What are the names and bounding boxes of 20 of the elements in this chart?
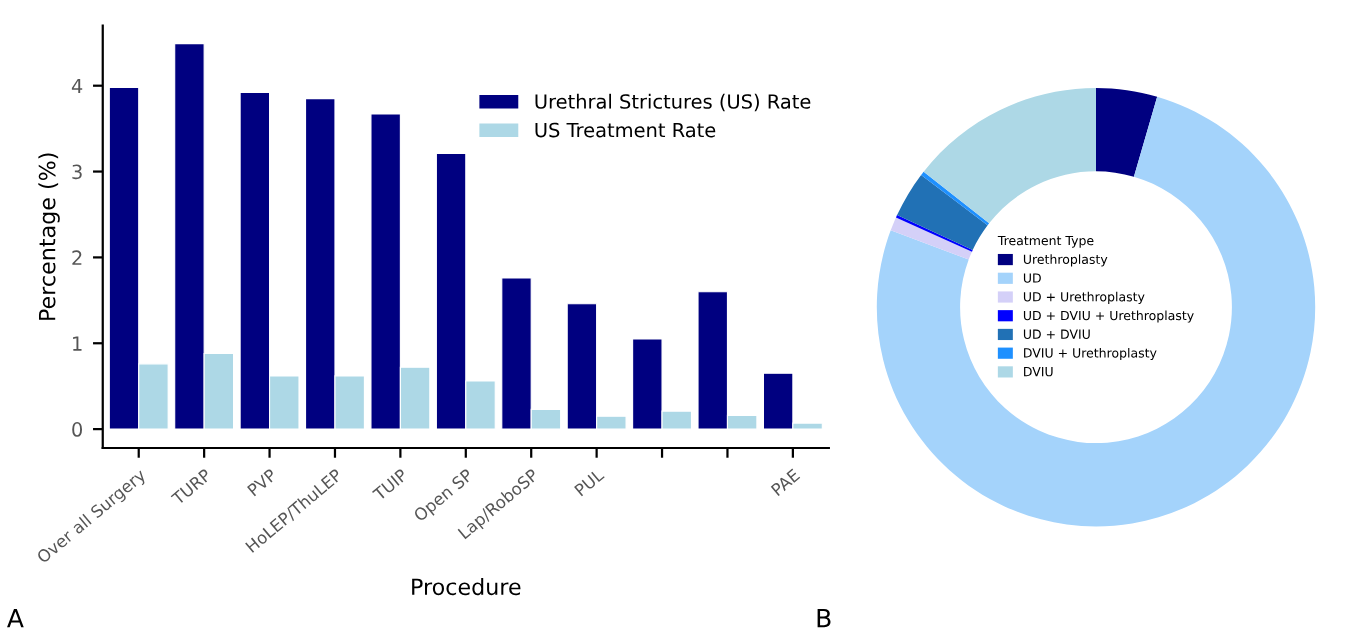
- y-tick-label: 4: [71, 78, 83, 94]
- donut-slice: [897, 175, 988, 251]
- y-tick-label: 3: [72, 164, 82, 180]
- donut-slice: [876, 96, 1316, 527]
- donut-slice: [923, 88, 1096, 224]
- x-tick-label: PUL: [574, 467, 605, 497]
- text: A: [7, 608, 24, 628]
- donut-slice: [1096, 88, 1158, 177]
- legend-label: Urethral Strictures (US) Rate: [535, 93, 811, 112]
- text: B: [817, 608, 831, 628]
- x-tick-label: PAE: [770, 468, 801, 496]
- y-tick-label: 0: [72, 422, 83, 437]
- y-axis-title: Percentage (%): [38, 153, 60, 320]
- donut-slice: [921, 171, 990, 226]
- y-tick-label: 2: [72, 250, 82, 265]
- y-tick-label: 1: [73, 336, 82, 351]
- legend-label: US Treatment Rate: [535, 122, 716, 138]
- donut-slice: [890, 217, 972, 260]
- donut-slice: [895, 215, 973, 252]
- x-axis-title: Procedure: [412, 577, 521, 596]
